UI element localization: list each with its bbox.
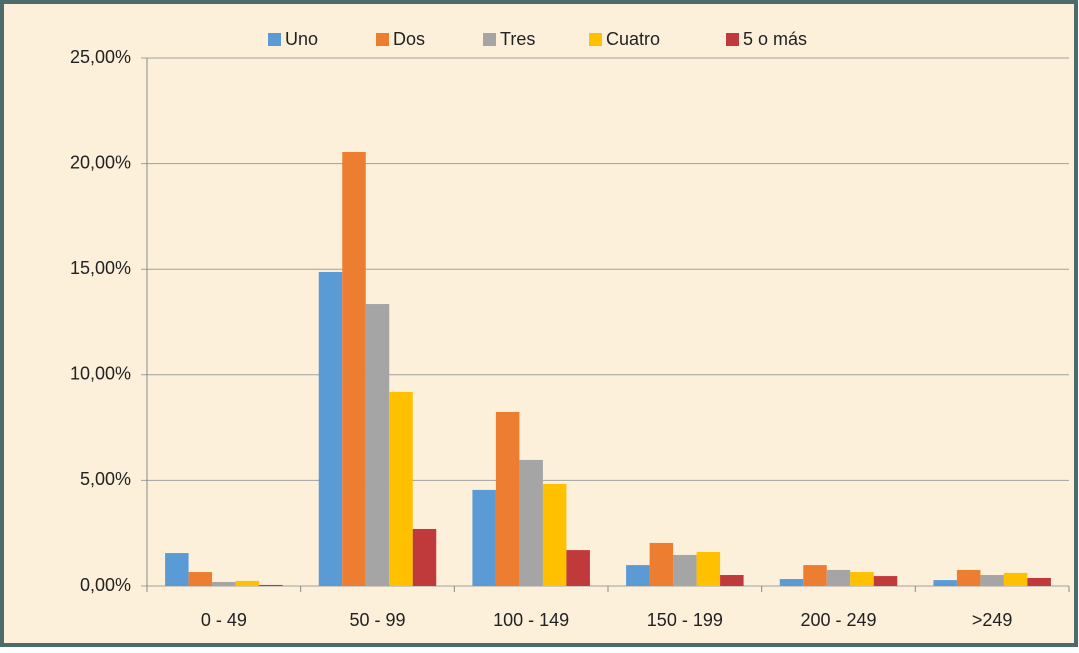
x-tick-label: 0 - 49 [201, 610, 247, 630]
bar [259, 584, 283, 586]
y-tick-label: 0,00% [80, 575, 131, 595]
legend-swatch [589, 33, 602, 46]
bar [626, 565, 650, 586]
legend-label: Tres [500, 29, 535, 49]
bar [389, 391, 413, 586]
bar [980, 575, 1004, 586]
y-tick-label: 25,00% [70, 47, 131, 67]
legend-swatch [726, 33, 739, 46]
bar [1027, 577, 1051, 586]
x-tick-label: 150 - 199 [647, 610, 723, 630]
bar [165, 553, 189, 586]
x-tick-label: 50 - 99 [349, 610, 405, 630]
bar [412, 528, 437, 586]
y-tick-label: 5,00% [80, 469, 131, 489]
bar [519, 459, 543, 586]
legend-label: Uno [285, 29, 318, 49]
bar [649, 542, 674, 586]
y-tick-label: 10,00% [70, 364, 131, 384]
bar [720, 575, 744, 586]
x-tick-label: >249 [972, 610, 1013, 630]
bar [212, 581, 236, 586]
bar [342, 151, 366, 586]
bar [779, 579, 804, 586]
bar [1003, 572, 1028, 586]
legend-swatch [268, 33, 281, 46]
legend-swatch [483, 33, 496, 46]
bar [803, 565, 827, 586]
bar [933, 580, 957, 586]
y-tick-label: 15,00% [70, 258, 131, 278]
legend-label: Cuatro [606, 29, 660, 49]
bar [365, 304, 390, 586]
bar [956, 569, 981, 586]
bar [542, 483, 567, 586]
bar [850, 572, 874, 586]
bar [696, 551, 721, 586]
bar [873, 576, 898, 586]
bar [673, 554, 697, 586]
y-tick-label: 20,00% [70, 152, 131, 172]
bar [495, 411, 520, 586]
bar [235, 580, 260, 586]
bar [472, 489, 496, 586]
bar [566, 550, 590, 586]
x-tick-label: 100 - 149 [493, 610, 569, 630]
bar [318, 271, 343, 586]
legend-swatch [376, 33, 389, 46]
bar [826, 569, 851, 586]
bar [188, 572, 213, 586]
legend-label: 5 o más [743, 29, 807, 49]
x-tick-label: 200 - 249 [800, 610, 876, 630]
legend-label: Dos [393, 29, 425, 49]
